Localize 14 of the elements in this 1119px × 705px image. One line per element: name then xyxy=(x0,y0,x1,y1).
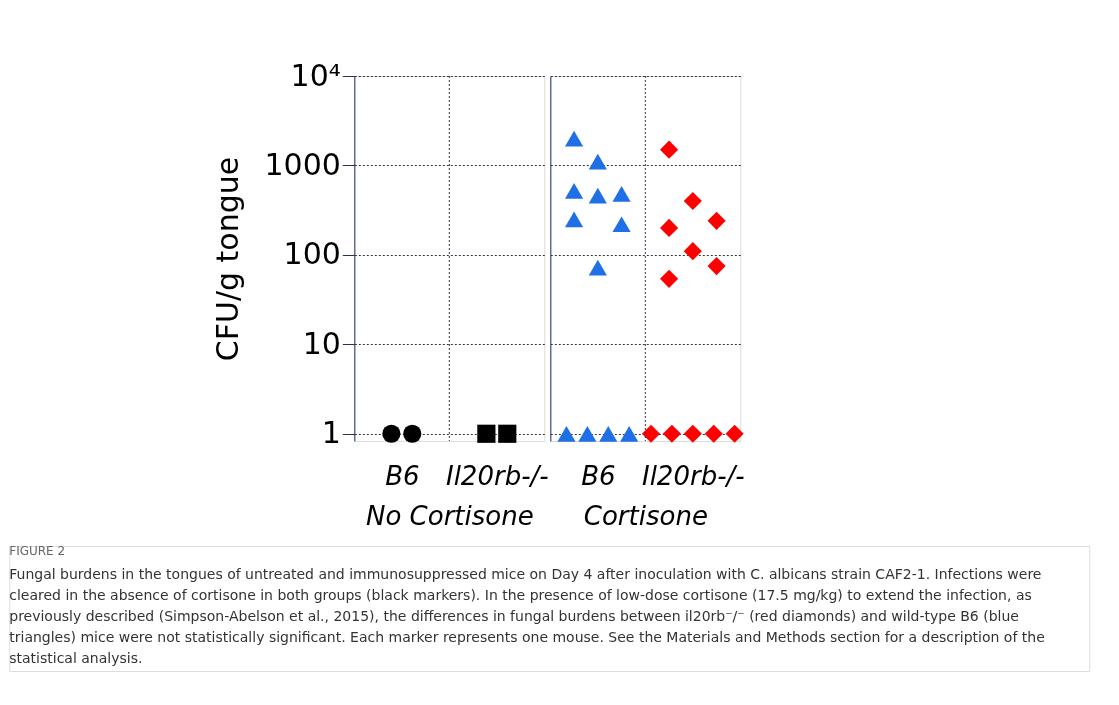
x-tick-label: Il20rb-/- xyxy=(641,460,745,491)
x-axis-title: No Cortisone xyxy=(365,500,534,531)
y-tick-label: 10 xyxy=(302,325,341,361)
y-tick-label: 10⁴ xyxy=(290,57,341,93)
y-tick-label: 1 xyxy=(321,415,341,451)
y-tick-label: 100 xyxy=(283,236,341,272)
y-axis-title: CFU/g tongue xyxy=(210,156,246,362)
text: FIGURE 2 xyxy=(9,544,66,558)
text: Fungal burdens in the tongues of untreated and immunosuppressed mice on Day 4 after inoculation with C. albicans strain CAF2-1. Infections were cleared in the absence of cortisone in both groups (black markers). In the presence of low-dose cortisone (17.5 mg/kg) to extend the infection, as previously described (Simpson-Abelson et al., 2015), the differences in fungal burdens between il20rb⁻/⁻ (red diamonds) and wild-type B6 (blue triangles) mice were not statistically significant. Each marker represents one mouse. See the Materials and Methods section for a description of the statistical analysis. xyxy=(9,566,1045,666)
x-tick-label: B6 xyxy=(581,460,616,491)
x-tick-label: Il20rb-/- xyxy=(445,460,549,491)
y-tick-label: 1000 xyxy=(264,146,341,182)
x-axis-title: Cortisone xyxy=(583,500,708,531)
x-tick-label: B6 xyxy=(385,460,420,491)
